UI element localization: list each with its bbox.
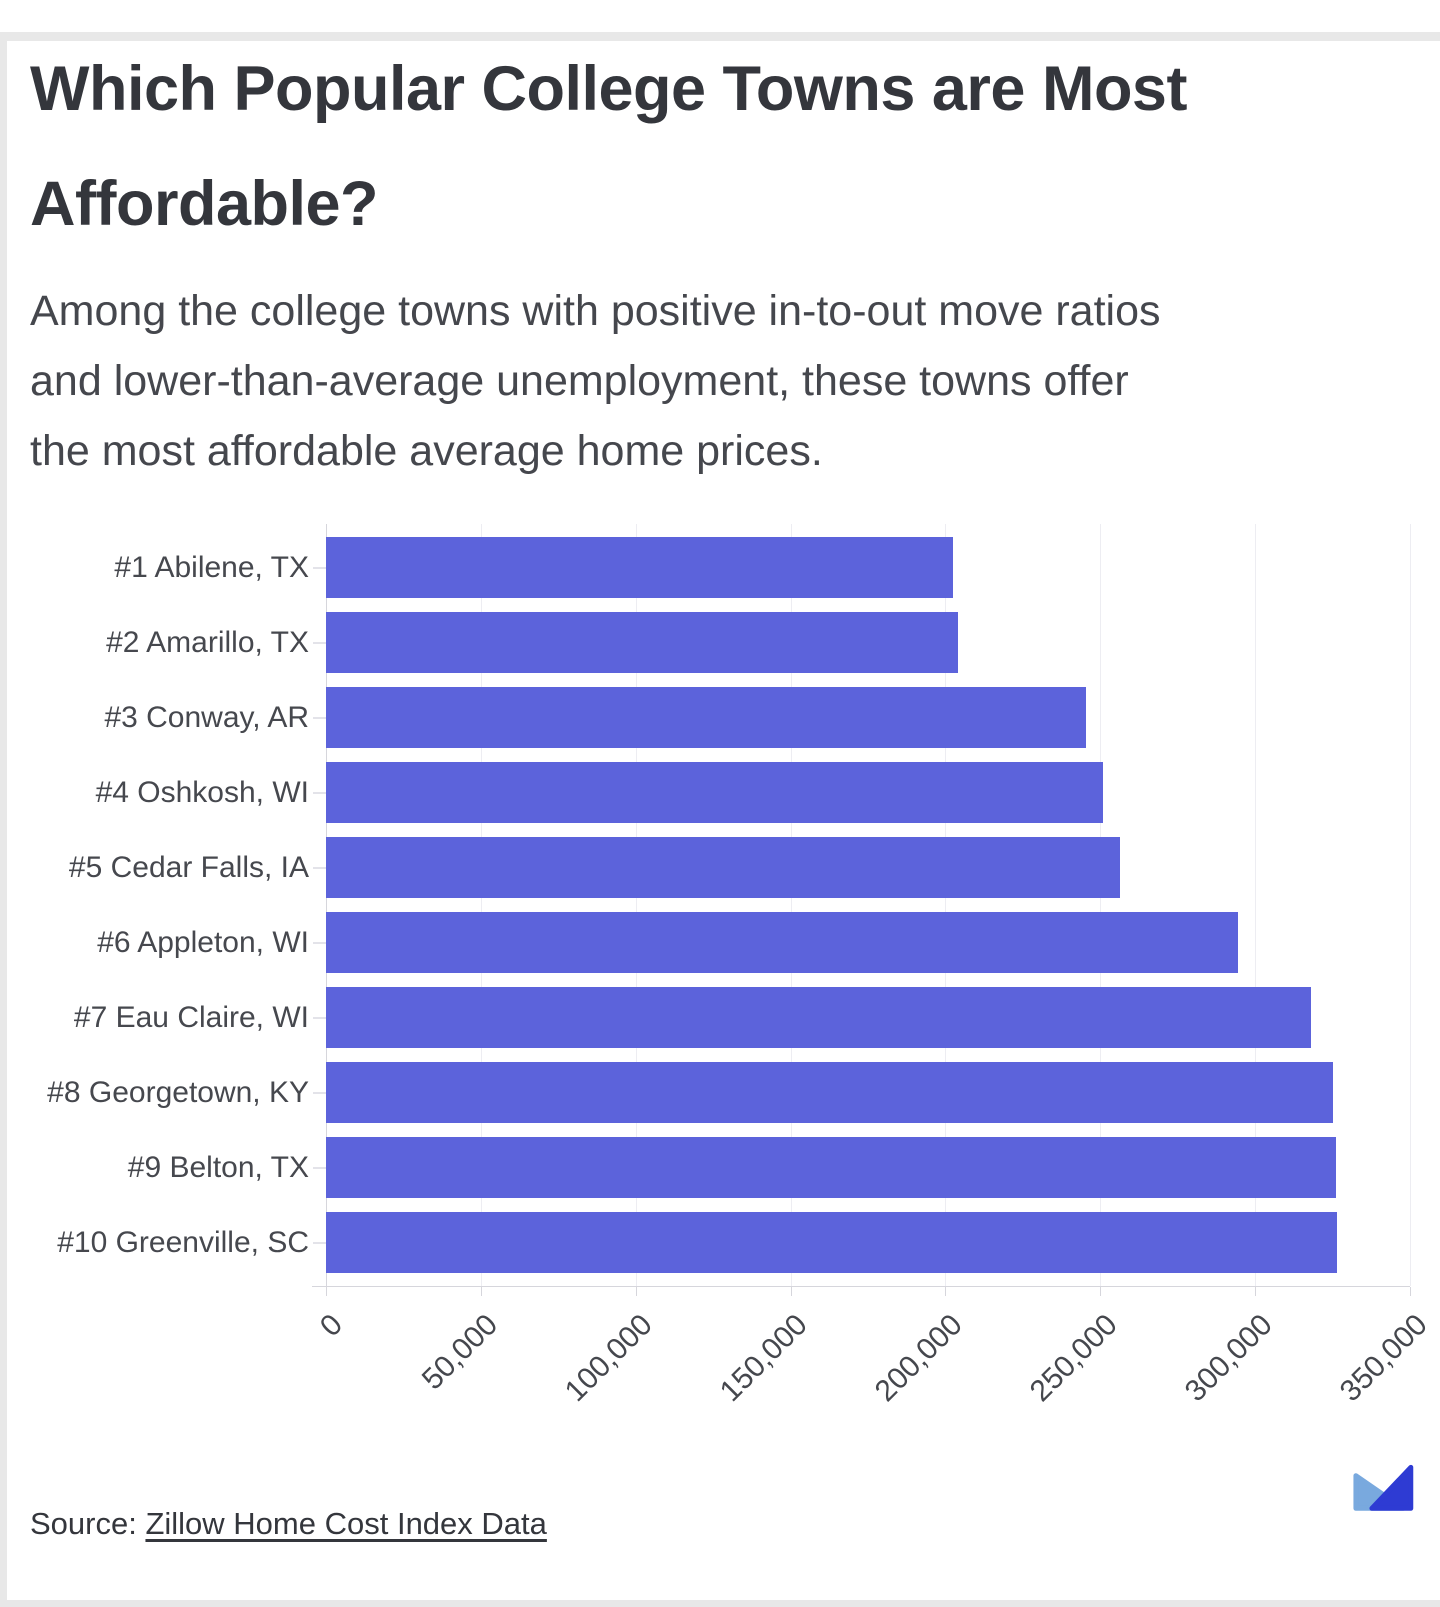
bar xyxy=(326,537,954,599)
source-line: Source: Zillow Home Cost Index Data xyxy=(30,1506,547,1542)
footer: Source: Zillow Home Cost Index Data xyxy=(30,1452,1414,1542)
x-axis-tick xyxy=(1255,1287,1257,1297)
category-label: #4 Oshkosh, WI xyxy=(95,775,309,809)
bar-row: #2 Amarillo, TX xyxy=(30,605,1410,680)
plot-area: #1 Abilene, TX #2 Amarillo, TX #3 Conway, … xyxy=(30,524,1411,1287)
category-tick xyxy=(313,641,326,644)
page-subtitle: Among the college towns with positive in… xyxy=(30,287,1161,475)
category-label: #3 Conway, AR xyxy=(104,700,309,734)
category-tick xyxy=(313,1166,326,1169)
bar-row: #9 Belton, TX xyxy=(30,1130,1410,1205)
x-axis-tick-label: 200,000 xyxy=(868,1308,969,1409)
gridline xyxy=(480,524,482,1287)
bar-track xyxy=(326,1212,1410,1274)
x-axis-tick xyxy=(790,1287,792,1297)
category-tick xyxy=(313,1016,326,1019)
x-axis-tick-label: 350,000 xyxy=(1333,1308,1434,1409)
x-axis-line xyxy=(312,1286,1410,1288)
x-axis-tick xyxy=(635,1287,637,1297)
x-axis-tick xyxy=(1100,1287,1102,1297)
bar-row: #10 Greenville, SC xyxy=(30,1205,1410,1280)
infographic: Which Popular College Towns are Most Aff… xyxy=(0,32,1440,1542)
gridline xyxy=(1410,524,1411,1287)
gridline xyxy=(635,524,637,1287)
source-prefix: Source: xyxy=(30,1506,146,1542)
gridline xyxy=(790,524,792,1287)
logo-right-triangle xyxy=(1369,1465,1414,1512)
x-axis-tick-label: 250,000 xyxy=(1023,1308,1124,1409)
bar-row: #6 Appleton, WI xyxy=(30,905,1410,980)
bar xyxy=(326,987,1311,1049)
category-tick xyxy=(313,941,326,944)
bar-row: #7 Eau Claire, WI xyxy=(30,980,1410,1055)
bar xyxy=(326,1062,1333,1124)
bar-track xyxy=(326,687,1410,749)
bar-row: #3 Conway, AR xyxy=(30,680,1410,755)
bar xyxy=(326,837,1121,899)
y-axis-line xyxy=(326,524,327,1287)
category-label: #10 Greenville, SC xyxy=(57,1225,309,1259)
bar-track xyxy=(326,1062,1410,1124)
bar-row: #1 Abilene, TX xyxy=(30,530,1410,605)
bar-track xyxy=(326,762,1410,824)
bar-track xyxy=(326,537,1410,599)
x-axis-tick-label: 300,000 xyxy=(1178,1308,1279,1409)
bar-chart: #1 Abilene, TX #2 Amarillo, TX #3 Conway, … xyxy=(30,524,1433,1446)
bar xyxy=(326,612,958,674)
x-axis-tick-label: 0 xyxy=(314,1308,350,1344)
category-label: #8 Georgetown, KY xyxy=(47,1075,309,1109)
x-axis-tick xyxy=(480,1287,482,1297)
category-tick xyxy=(313,791,326,794)
gridline xyxy=(945,524,947,1287)
x-axis-tick-label: 50,000 xyxy=(415,1308,505,1397)
category-tick xyxy=(313,566,326,569)
bar-track xyxy=(326,912,1410,974)
category-label: #5 Cedar Falls, IA xyxy=(68,850,309,884)
category-tick xyxy=(313,1241,326,1244)
x-axis-tick xyxy=(1410,1287,1411,1297)
category-tick xyxy=(313,866,326,869)
bar-row: #4 Oshkosh, WI xyxy=(30,755,1410,830)
bar-track xyxy=(326,987,1410,1049)
category-label: #6 Appleton, WI xyxy=(97,925,309,959)
page-title: Which Popular College Towns are Most Aff… xyxy=(30,54,1187,239)
bar-track xyxy=(326,612,1410,674)
bar-track xyxy=(326,837,1410,899)
category-tick xyxy=(313,1091,326,1094)
gridlines xyxy=(326,524,1411,1287)
bar xyxy=(326,1212,1338,1274)
category-label: #1 Abilene, TX xyxy=(114,550,309,584)
bar-rows: #1 Abilene, TX #2 Amarillo, TX #3 Conway, … xyxy=(30,524,1410,1286)
brand-logo xyxy=(1353,1465,1414,1512)
bar xyxy=(326,762,1104,824)
bar xyxy=(326,912,1239,974)
category-tick xyxy=(313,716,326,719)
window-edge-left xyxy=(0,32,7,1607)
bar-track xyxy=(326,1137,1410,1199)
category-label: #7 Eau Claire, WI xyxy=(73,1000,309,1034)
source-link[interactable]: Zillow Home Cost Index Data xyxy=(145,1506,547,1542)
gridline xyxy=(1255,524,1257,1287)
window-edge-bottom xyxy=(0,1600,1440,1607)
window-edge-top xyxy=(0,32,1440,41)
bar xyxy=(326,687,1087,749)
gridline xyxy=(1100,524,1102,1287)
bar xyxy=(326,1137,1336,1199)
x-axis-tick-label: 100,000 xyxy=(559,1308,660,1409)
category-label: #2 Amarillo, TX xyxy=(106,625,309,659)
bar-row: #8 Georgetown, KY xyxy=(30,1055,1410,1130)
x-axis-tick xyxy=(945,1287,947,1297)
x-axis: 0 50,000 100,000 150,000 200,000 250,000 300,0… xyxy=(312,1286,1433,1446)
x-axis-tick-label: 150,000 xyxy=(713,1308,814,1409)
category-label: #9 Belton, TX xyxy=(127,1150,309,1184)
bar-row: #5 Cedar Falls, IA xyxy=(30,830,1410,905)
x-axis-tick xyxy=(326,1287,327,1297)
